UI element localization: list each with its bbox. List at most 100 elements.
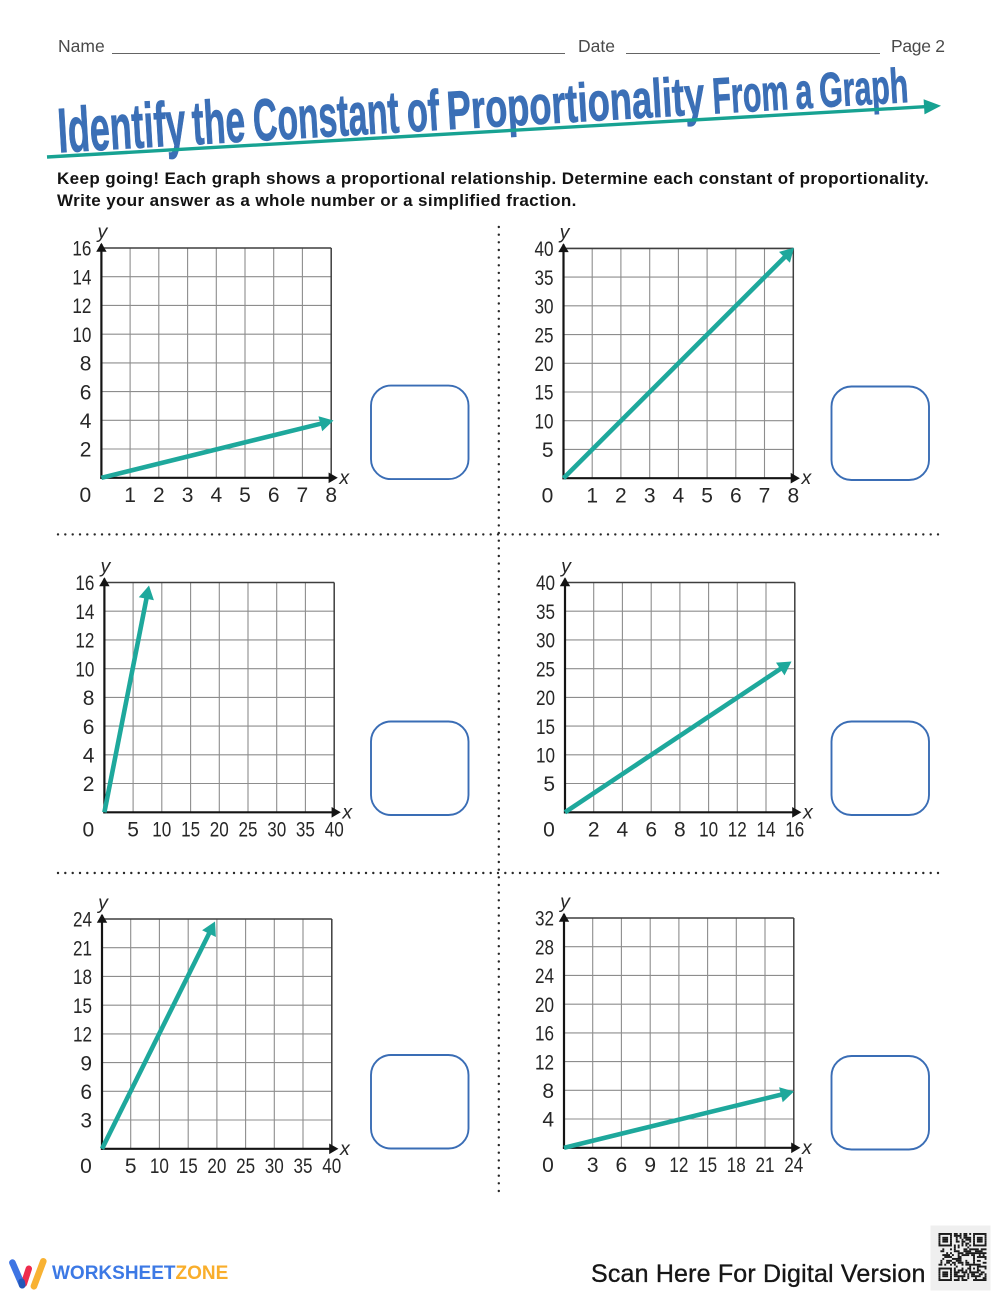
svg-text:12: 12 [72,295,91,318]
svg-text:10: 10 [72,324,91,347]
svg-text:40: 40 [325,819,344,842]
svg-text:35: 35 [535,267,554,290]
svg-text:16: 16 [785,819,804,842]
svg-text:2: 2 [153,484,165,507]
svg-text:24: 24 [73,909,92,932]
svg-text:2: 2 [615,485,627,508]
svg-text:5: 5 [239,484,251,507]
svg-text:4: 4 [542,1109,554,1132]
svg-text:21: 21 [756,1154,775,1177]
svg-text:15: 15 [698,1154,717,1177]
svg-text:7: 7 [297,484,309,507]
svg-text:4: 4 [673,485,685,508]
svg-text:10: 10 [152,819,171,842]
svg-text:30: 30 [536,630,555,653]
svg-text:14: 14 [75,601,94,624]
svg-text:35: 35 [296,819,315,842]
svg-text:20: 20 [207,1155,226,1178]
svg-text:5: 5 [701,485,713,508]
svg-text:3: 3 [587,1154,599,1177]
svg-text:15: 15 [179,1155,198,1178]
svg-text:8: 8 [325,484,337,507]
svg-text:6: 6 [268,484,280,507]
svg-text:28: 28 [535,936,554,959]
svg-text:10: 10 [75,658,94,681]
svg-text:x: x [801,467,813,489]
svg-text:4: 4 [80,410,92,433]
svg-text:0: 0 [80,484,92,507]
svg-text:x: x [339,1138,351,1160]
svg-text:25: 25 [236,1155,255,1178]
svg-text:14: 14 [757,819,776,842]
svg-text:8: 8 [542,1080,554,1103]
svg-text:12: 12 [535,1051,554,1074]
svg-text:30: 30 [535,296,554,319]
svg-text:5: 5 [542,439,554,462]
svg-text:2: 2 [83,773,95,796]
svg-text:0: 0 [542,485,554,508]
svg-text:1: 1 [586,485,598,508]
svg-text:8: 8 [80,353,92,376]
svg-text:4: 4 [83,745,95,768]
svg-text:y: y [558,891,571,913]
svg-text:9: 9 [644,1154,656,1177]
svg-text:6: 6 [80,381,92,404]
svg-text:16: 16 [535,1023,554,1046]
svg-text:6: 6 [616,1154,628,1177]
svg-text:2: 2 [588,819,600,842]
svg-text:12: 12 [728,819,747,842]
svg-text:30: 30 [267,819,286,842]
svg-text:5: 5 [125,1155,137,1178]
svg-text:15: 15 [535,382,554,405]
svg-text:12: 12 [669,1154,688,1177]
svg-text:14: 14 [72,266,91,289]
svg-text:3: 3 [182,484,194,507]
svg-text:6: 6 [730,485,742,508]
svg-text:5: 5 [543,773,555,796]
svg-text:25: 25 [239,819,258,842]
svg-text:7: 7 [759,485,771,508]
svg-text:3: 3 [644,485,656,508]
svg-text:12: 12 [75,630,94,653]
svg-text:25: 25 [535,324,554,347]
svg-text:y: y [559,556,572,578]
svg-text:18: 18 [727,1154,746,1177]
svg-text:20: 20 [535,994,554,1017]
svg-text:9: 9 [80,1052,92,1075]
svg-text:y: y [96,221,109,243]
svg-text:4: 4 [617,819,629,842]
svg-text:0: 0 [543,819,555,842]
svg-text:y: y [558,221,571,243]
svg-text:y: y [99,556,112,578]
svg-text:10: 10 [536,745,555,768]
svg-text:3: 3 [80,1110,92,1133]
svg-text:20: 20 [536,687,555,710]
svg-text:25: 25 [536,658,555,681]
svg-text:8: 8 [674,819,686,842]
svg-text:8: 8 [83,687,95,710]
svg-text:35: 35 [294,1155,313,1178]
svg-text:10: 10 [150,1155,169,1178]
svg-text:40: 40 [536,572,555,595]
svg-text:4: 4 [210,484,222,507]
svg-text:8: 8 [787,485,799,508]
svg-text:16: 16 [75,572,94,595]
svg-text:10: 10 [699,819,718,842]
svg-text:12: 12 [73,1024,92,1047]
svg-text:x: x [338,467,350,489]
svg-text:10: 10 [535,410,554,433]
svg-text:15: 15 [73,995,92,1018]
svg-text:15: 15 [536,716,555,739]
svg-text:2: 2 [80,439,92,462]
svg-text:0: 0 [80,1155,92,1178]
svg-text:40: 40 [535,238,554,261]
svg-text:15: 15 [181,819,200,842]
svg-text:1: 1 [124,484,136,507]
svg-text:0: 0 [542,1154,554,1177]
svg-text:x: x [801,1137,813,1159]
svg-text:16: 16 [72,238,91,261]
svg-text:24: 24 [784,1154,803,1177]
svg-text:0: 0 [83,819,95,842]
svg-text:20: 20 [535,353,554,376]
svg-text:24: 24 [535,965,554,988]
